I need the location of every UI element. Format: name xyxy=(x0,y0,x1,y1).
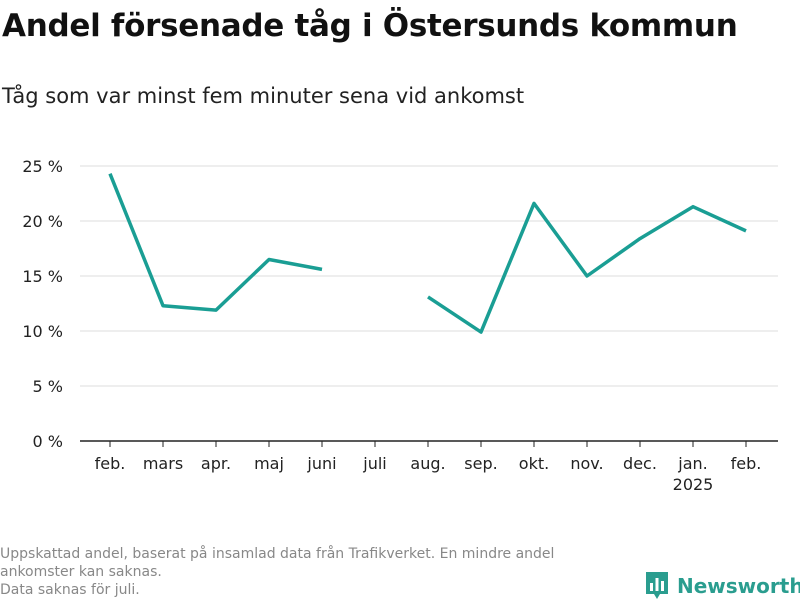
chart-title: Andel försenade tåg i Östersunds kommun xyxy=(2,8,738,44)
x-tick-label: feb. xyxy=(95,454,126,473)
y-tick-label: 0 % xyxy=(33,432,63,451)
x-tick-label: apr. xyxy=(201,454,231,473)
y-tick-label: 25 % xyxy=(22,157,63,176)
series-line-segment xyxy=(108,173,323,312)
chart-subtitle: Tåg som var minst fem minuter sena vid a… xyxy=(2,84,525,108)
x-tick-label: dec. xyxy=(623,454,657,473)
x-tick-label: sep. xyxy=(464,454,497,473)
y-tick-label: 10 % xyxy=(22,322,63,341)
x-tick-sublabel: 2025 xyxy=(673,475,714,494)
footnote-line-3: Data saknas för juli. xyxy=(0,582,140,598)
brand-logo: Newsworthy xyxy=(645,570,800,602)
x-tick-label: maj xyxy=(254,454,284,473)
y-tick-label: 15 % xyxy=(22,267,63,286)
bar-chart-logo-icon xyxy=(646,572,668,599)
x-tick-label: aug. xyxy=(410,454,445,473)
y-tick-label: 20 % xyxy=(22,212,63,231)
x-tick-label: mars xyxy=(143,454,183,473)
x-tick-label: nov. xyxy=(570,454,603,473)
brand-name: Newsworthy xyxy=(677,574,800,598)
footnote-line-1: Uppskattad andel, baserat på insamlad da… xyxy=(0,546,555,562)
footnote-line-2: ankomster kan saknas. xyxy=(0,564,162,580)
x-tick-label: juni xyxy=(306,454,336,473)
x-tick-label: jan. xyxy=(677,454,707,473)
footnote: Uppskattad andel, baserat på insamlad da… xyxy=(0,545,640,599)
series-line-segment xyxy=(427,201,747,334)
x-tick-label: feb. xyxy=(731,454,762,473)
x-tick-label: juli xyxy=(362,454,386,473)
x-tick-label: okt. xyxy=(519,454,549,473)
y-tick-label: 5 % xyxy=(33,377,63,396)
